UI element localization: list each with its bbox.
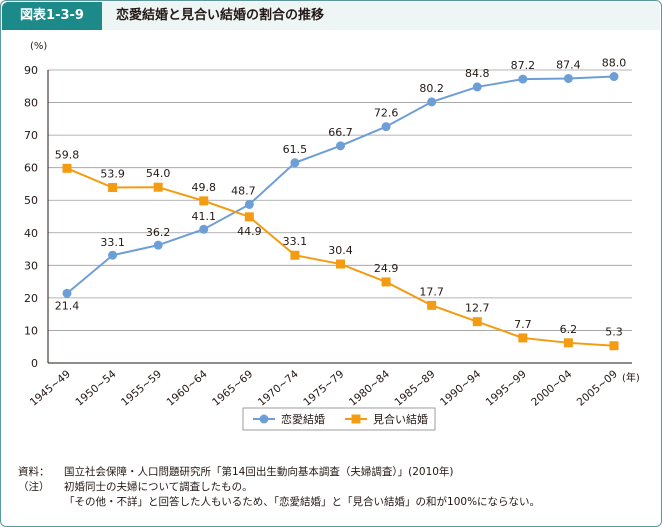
data-label: 61.5 [283, 143, 308, 156]
data-label: 24.9 [374, 262, 399, 275]
x-axis-unit: (年) [622, 371, 640, 384]
data-point [427, 97, 437, 107]
data-point [62, 288, 72, 298]
grid-lines [48, 69, 632, 331]
data-point [290, 250, 300, 260]
data-point [336, 141, 345, 151]
x-tick-label: 1965~69 [210, 368, 255, 409]
data-label: 72.6 [374, 107, 399, 120]
data-label: 21.4 [55, 299, 80, 312]
data-label: 54.0 [146, 167, 171, 180]
y-tick-label: 60 [24, 162, 38, 175]
data-label: 6.2 [560, 323, 578, 336]
data-point [108, 183, 118, 193]
data-point [381, 122, 391, 132]
y-tick-label: 40 [24, 227, 38, 240]
data-label: 36.2 [146, 226, 171, 239]
x-tick-label: 1980~84 [347, 368, 392, 409]
source-text: 国立社会保障・人口問題研究所「第14回出生動向基本調査（夫婦調査）」(2010年… [64, 466, 454, 478]
x-tick-label: 1960~64 [165, 368, 210, 409]
data-label: 7.7 [514, 318, 532, 331]
y-tick-label: 70 [24, 129, 38, 142]
legend-marker [259, 414, 269, 424]
data-point [153, 240, 163, 250]
data-point [290, 158, 300, 168]
data-point [244, 212, 254, 222]
x-tick-label: 1955~59 [119, 368, 164, 409]
y-tick-label: 50 [24, 194, 38, 207]
note-line-2: 「その他・不詳」と回答した人もいるため、「恋愛結婚」と「見合い結婚」の和が100… [64, 496, 541, 508]
data-label: 33.1 [283, 235, 308, 248]
data-point [108, 250, 118, 260]
y-axis-unit: (%) [30, 41, 47, 52]
data-point [472, 317, 482, 327]
figure-header: 図表1-3-9 恋愛結婚と見合い結婚の割合の推移 [2, 2, 660, 30]
x-tick-label: 1990~94 [438, 368, 483, 409]
data-point [609, 341, 619, 351]
data-label: 41.1 [192, 210, 217, 223]
data-label: 80.2 [419, 82, 444, 95]
data-label: 59.8 [55, 148, 80, 161]
data-label: 48.7 [231, 184, 256, 197]
data-label: 17.7 [419, 285, 444, 298]
series-line [66, 167, 615, 347]
legend-label: 見合い結婚 [373, 412, 428, 426]
source-label: 資料： [18, 466, 50, 478]
figure-title: 恋愛結婚と見合い結婚の割合の推移 [116, 8, 325, 23]
data-point [381, 277, 391, 287]
data-point [518, 74, 528, 84]
data-point [336, 259, 345, 269]
x-tick-label: 1985~89 [392, 368, 437, 409]
y-tick-label: 0 [31, 357, 38, 370]
data-label: 53.9 [100, 168, 125, 181]
y-tick-label: 80 [24, 97, 38, 110]
data-label: 5.3 [605, 326, 623, 339]
data-labels: 21.4 33.1 36.2 41.1 48.7 61.5 66.7 72.6 80.2 84.8… [55, 57, 627, 339]
data-point [62, 163, 72, 173]
legend: 恋愛結婚 見合い結婚 [242, 407, 436, 431]
data-point [244, 199, 254, 209]
data-point [199, 224, 209, 234]
data-label: 88.0 [602, 57, 627, 70]
data-label: 87.2 [511, 59, 536, 72]
data-point [199, 196, 209, 206]
legend-label: 恋愛結婚 [281, 412, 325, 426]
data-point [427, 300, 437, 310]
x-tick-label: 1945~49 [28, 368, 73, 409]
y-tick-label: 10 [24, 324, 38, 337]
data-label: 44.9 [237, 225, 262, 238]
legend-marker [351, 414, 361, 424]
data-label: 33.1 [100, 236, 125, 249]
data-point [153, 182, 163, 192]
note-label: （注） [18, 481, 50, 493]
x-tick-label: 1950~54 [73, 368, 118, 409]
data-label: 30.4 [328, 244, 353, 257]
x-tick-label: 1970~74 [256, 368, 301, 409]
data-point [518, 333, 528, 343]
x-tick-label: 2000~04 [529, 368, 574, 409]
data-label: 12.7 [465, 302, 490, 315]
figure-number: 図表1-3-9 [2, 2, 102, 30]
x-tick-label: 2005~09 [575, 368, 620, 409]
figure-notes: 資料： 国立社会保障・人口問題研究所「第14回出生動向基本調査（夫婦調査）」(2… [18, 465, 648, 510]
data-label: 66.7 [328, 126, 353, 139]
note-line-1: 初婚同士の夫婦について調査したもの。 [64, 481, 253, 493]
legend-box [242, 407, 436, 431]
y-tick-label: 20 [24, 292, 38, 305]
x-tick-label: 1995~99 [484, 368, 529, 409]
data-point [563, 73, 573, 83]
data-point [609, 72, 619, 82]
data-point [563, 338, 573, 348]
data-point [472, 82, 482, 92]
data-label: 87.4 [556, 58, 581, 71]
x-tick-label: 1975~79 [301, 368, 346, 409]
series-layer [62, 72, 619, 351]
data-label: 84.8 [465, 67, 490, 80]
y-tick-label: 30 [24, 259, 38, 272]
data-label: 49.8 [192, 181, 217, 194]
y-tick-label: 90 [24, 64, 38, 77]
